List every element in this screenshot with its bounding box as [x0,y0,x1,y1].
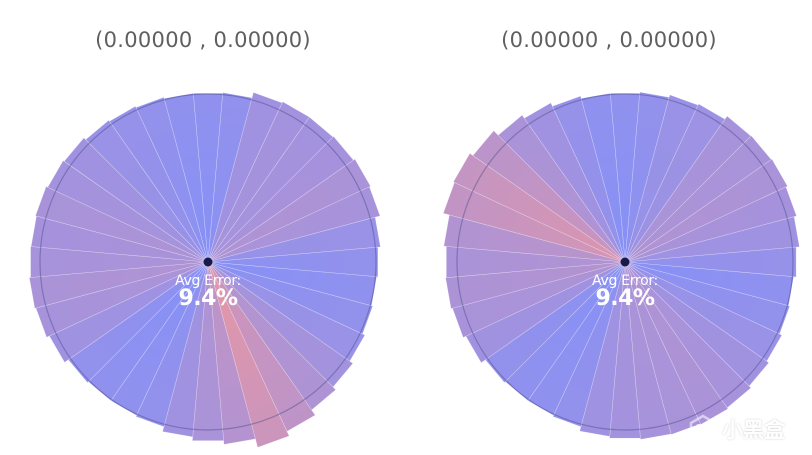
center-dot [203,257,213,267]
error-sector [67,261,209,384]
error-sector [624,115,752,263]
error-sector [207,101,310,263]
error-sector [135,261,209,428]
error-sector [207,216,381,263]
avg-error-value: 9.4% [595,286,655,311]
coordinate-title: (0.00000 , 0.00000) [95,28,311,52]
avg-error-value: 9.4% [178,286,238,311]
error-sector [624,216,800,263]
error-sector [207,92,283,263]
error-sector [47,160,209,263]
error-sector [207,92,253,263]
error-sector [48,261,209,363]
polar-error-chart [442,91,800,440]
error-sector [207,261,337,411]
reference-circle [456,93,794,431]
error-sector [484,261,626,384]
error-sector [207,261,256,445]
polar-panel-right: (0.00000 , 0.00000) Avg Error: 9.4% [406,0,812,455]
error-sector [624,261,672,440]
error-sector [207,261,290,448]
error-sector [504,261,626,402]
polar-panel-left: (0.00000 , 0.00000) Avg Error: 9.4% [28,28,381,448]
error-sector [624,91,670,263]
error-sector [207,261,374,335]
error-sector [624,103,726,263]
error-sector [452,261,626,338]
error-sector [207,261,366,362]
error-sector [35,186,209,263]
error-sector [30,246,209,278]
watermark-text: 小黑盒 [722,418,785,442]
error-sector [110,261,209,416]
error-sector [87,261,209,402]
watermark: 小黑盒 [688,411,785,447]
error-sector [207,261,316,432]
error-sector [30,215,209,263]
error-sector [446,246,626,278]
avg-error-label: Avg Error: [592,273,658,289]
error-sector [109,105,209,263]
polar-error-chart [28,92,381,448]
reference-circle [39,93,377,431]
error-sector [552,261,626,428]
error-sector [624,261,791,335]
error-sector [527,261,626,416]
coordinate-title: (0.00000 , 0.00000) [501,28,717,52]
error-sector [624,261,783,362]
center-dot [620,257,630,267]
error-sector [609,261,641,439]
heybox-logo-icon [689,414,717,444]
error-sector [445,261,626,309]
error-sector [163,93,209,263]
avg-error-label: Avg Error: [175,273,241,289]
error-sector [580,93,626,263]
